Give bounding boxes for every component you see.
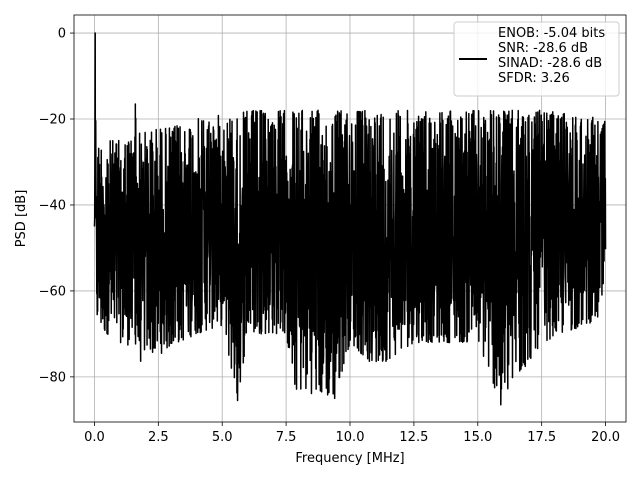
y-axis-label: PSD [dB] [14, 190, 29, 248]
legend-entry: SNR: -28.6 dB [498, 41, 588, 56]
x-tick-label: 5.0 [212, 430, 233, 445]
y-tick-label: 0 [58, 27, 66, 42]
x-tick-label: 17.5 [527, 430, 556, 445]
x-tick-label: 7.5 [276, 430, 297, 445]
plot-area [93, 32, 607, 406]
legend-entry: ENOB: -5.04 bits [498, 26, 605, 41]
x-tick-label: 2.5 [148, 430, 169, 445]
y-tick-label: −20 [39, 113, 66, 128]
y-tick-label: −60 [39, 284, 66, 299]
x-tick-label: 12.5 [399, 430, 428, 445]
legend-entry: SFDR: 3.26 [498, 71, 570, 86]
x-axis-label: Frequency [MHz] [295, 451, 404, 466]
y-tick-label: −80 [39, 370, 66, 385]
y-axis: 0 −20 −40 −60 −80 [39, 27, 74, 385]
x-tick-label: 15.0 [463, 430, 492, 445]
legend-box [453, 21, 620, 97]
x-tick-label: 10.0 [336, 430, 365, 445]
x-tick-label: 0.0 [84, 430, 105, 445]
psd-trace-line [93, 32, 607, 406]
x-tick-label: 20.0 [591, 430, 620, 445]
y-tick-label: −40 [39, 198, 66, 213]
legend-entry: SINAD: -28.6 dB [498, 56, 602, 71]
x-axis: 0.0 2.5 5.0 7.5 10.0 12.5 15.0 17.5 20.0 [84, 422, 620, 445]
